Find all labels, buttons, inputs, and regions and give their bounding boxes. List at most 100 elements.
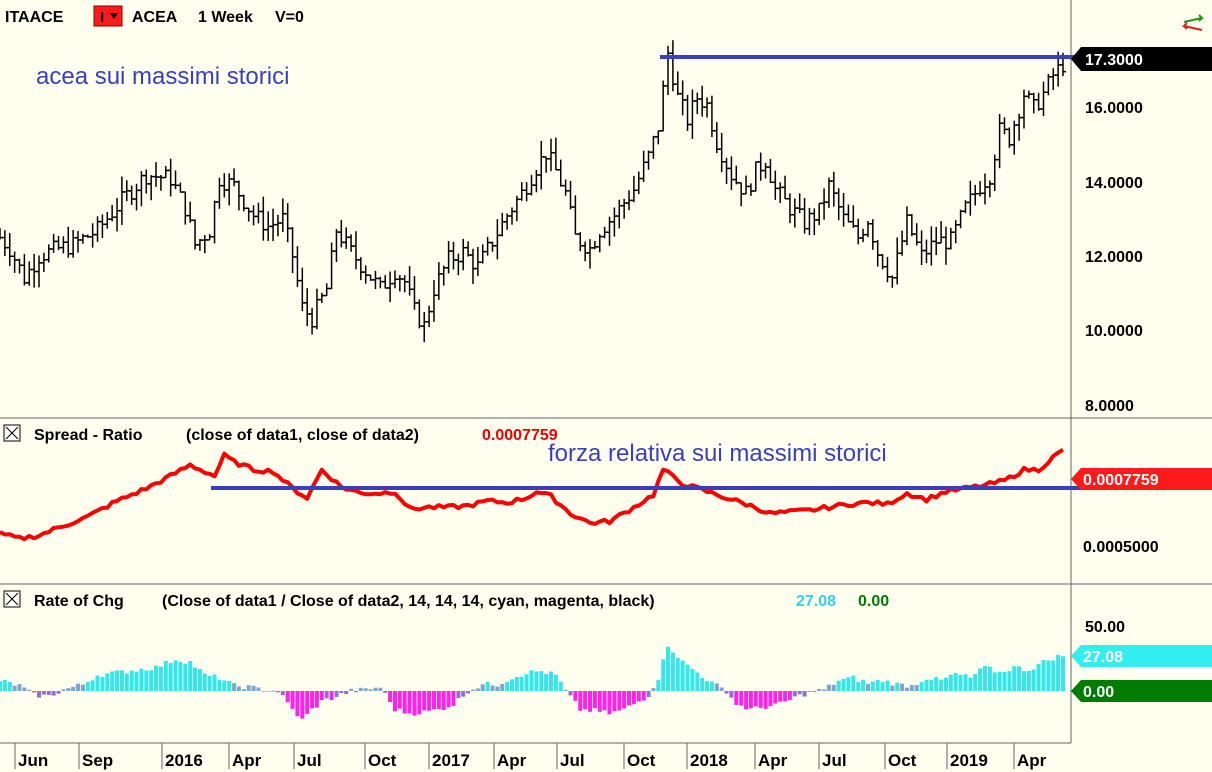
date-tick-label: Sep bbox=[82, 751, 113, 770]
roc-bar bbox=[627, 691, 631, 706]
roc-bar bbox=[314, 691, 319, 708]
roc-bar bbox=[997, 671, 1002, 691]
roc-bar bbox=[529, 670, 534, 691]
roc-bar bbox=[90, 680, 95, 691]
price-annotation: acea sui massimi storici bbox=[36, 63, 289, 90]
roc-bar bbox=[841, 678, 846, 691]
arrow-red bbox=[1182, 22, 1203, 31]
roc-bar bbox=[1031, 669, 1036, 691]
roc-bar bbox=[456, 691, 461, 698]
roc-bar bbox=[500, 684, 505, 691]
date-tick-label: Oct bbox=[368, 751, 397, 770]
roc-bar bbox=[149, 670, 154, 691]
roc-bar bbox=[1022, 671, 1026, 691]
roc-bar bbox=[768, 691, 773, 707]
roc-bar bbox=[846, 677, 851, 691]
roc-bar bbox=[280, 691, 285, 696]
roc-bar bbox=[734, 691, 739, 705]
roc-bar bbox=[787, 691, 792, 700]
spread-last-badge-bg bbox=[1071, 468, 1212, 490]
roc-bar bbox=[422, 691, 427, 711]
roc-bar bbox=[524, 674, 529, 691]
roc-bar bbox=[334, 691, 339, 697]
roc-bar bbox=[154, 665, 158, 691]
roc-bar bbox=[919, 681, 924, 691]
roc-bar bbox=[607, 691, 612, 715]
roc-bar bbox=[105, 673, 110, 691]
roc-bar bbox=[251, 685, 256, 691]
roc-bar bbox=[2, 679, 7, 691]
roc-bar bbox=[7, 681, 12, 691]
roc-bar bbox=[1056, 654, 1061, 691]
date-tick-label: Jul bbox=[297, 751, 322, 770]
roc-bar bbox=[329, 691, 334, 700]
roc-bar bbox=[285, 691, 290, 703]
roc-zero-badge-value: 0.00 bbox=[1083, 684, 1114, 701]
roc-bar bbox=[817, 689, 822, 691]
spread-close-button[interactable] bbox=[3, 424, 21, 442]
roc-bar bbox=[661, 659, 666, 691]
roc-bar bbox=[461, 691, 466, 697]
spread-tick: 0.0005000 bbox=[1083, 539, 1159, 556]
roc-bar bbox=[241, 689, 246, 691]
roc-bar bbox=[158, 666, 163, 691]
roc-bar bbox=[1017, 666, 1022, 691]
roc-bar bbox=[407, 691, 412, 714]
close-icon bbox=[5, 592, 19, 606]
refresh-arrows-icon[interactable] bbox=[1182, 14, 1204, 31]
roc-title: Rate of Chg bbox=[34, 593, 124, 610]
date-tick-label: Apr bbox=[1017, 751, 1047, 770]
roc-params: (Close of data1 / Close of data2, 14, 14… bbox=[162, 593, 655, 610]
bar-type-button[interactable]: I bbox=[93, 5, 123, 27]
roc-bar bbox=[236, 686, 241, 691]
roc-bar bbox=[178, 661, 183, 691]
price-axis-ticks: 8.0000 10.0000 12.0000 14.0000 16.0000 bbox=[1085, 100, 1143, 415]
roc-bar bbox=[939, 679, 944, 691]
roc-bar bbox=[773, 691, 778, 704]
roc-bar bbox=[875, 680, 880, 691]
spread-title: Spread - Ratio bbox=[34, 427, 143, 444]
roc-bar bbox=[748, 691, 753, 709]
roc-bar bbox=[441, 691, 446, 710]
date-tick-label: Apr bbox=[758, 751, 788, 770]
roc-zero-badge: 0.00 bbox=[1071, 680, 1212, 702]
roc-bar bbox=[144, 670, 149, 691]
roc-bar bbox=[934, 677, 939, 691]
roc-bar bbox=[22, 687, 27, 691]
roc-bar bbox=[831, 684, 836, 691]
roc-bar bbox=[66, 688, 71, 691]
roc-bar bbox=[37, 691, 41, 698]
roc-bar bbox=[451, 691, 456, 706]
price-tick-10: 10.0000 bbox=[1085, 323, 1143, 340]
roc-bar bbox=[1026, 670, 1031, 691]
roc-bar bbox=[929, 679, 934, 691]
roc-close-button[interactable] bbox=[3, 590, 21, 608]
roc-bar bbox=[212, 674, 217, 691]
roc-bar bbox=[744, 691, 749, 710]
date-tick-label: 2019 bbox=[950, 751, 988, 770]
roc-bar bbox=[778, 691, 783, 702]
roc-bar bbox=[17, 684, 22, 691]
roc-bar bbox=[724, 691, 729, 694]
roc-bar bbox=[76, 683, 80, 691]
roc-bar bbox=[739, 691, 744, 706]
roc-bar bbox=[763, 691, 768, 709]
bar-type-button-bg bbox=[93, 5, 123, 27]
roc-bar bbox=[651, 688, 656, 691]
roc-bar bbox=[807, 690, 812, 692]
roc-bar bbox=[992, 672, 997, 691]
roc-bar bbox=[856, 681, 861, 691]
roc-bar bbox=[573, 691, 578, 701]
roc-bar bbox=[753, 691, 758, 707]
roc-bar bbox=[129, 670, 134, 691]
roc-bar bbox=[119, 670, 124, 691]
roc-bar bbox=[895, 682, 900, 691]
spread-last-badge: 0.0007759 bbox=[1071, 468, 1212, 490]
roc-bar bbox=[792, 691, 797, 697]
roc-bar bbox=[861, 679, 866, 691]
date-tick-label: 2017 bbox=[432, 751, 470, 770]
roc-bar bbox=[602, 691, 607, 711]
roc-bar bbox=[95, 675, 100, 691]
roc-tick-50: 50.00 bbox=[1085, 619, 1125, 636]
roc-bar bbox=[670, 652, 675, 691]
